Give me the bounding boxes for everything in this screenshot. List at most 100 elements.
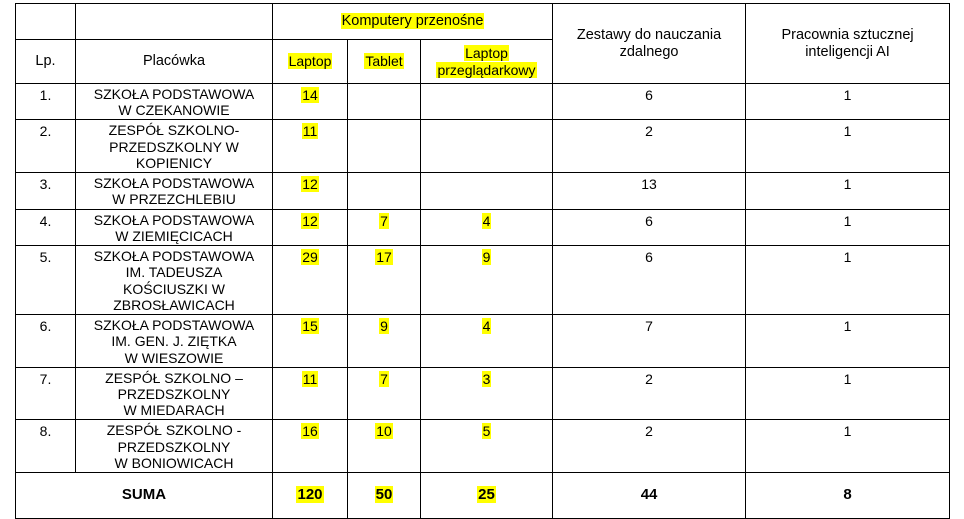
school-name-cell: SZKOŁA PODSTAWOWA W ZIEMIĘCICACH [75, 208, 273, 247]
header-laptop-przegladarkowy-line1-wrap: Laptop [423, 45, 550, 62]
laptop-count-cell-value: 11 [301, 123, 319, 140]
browser-laptop-count-cell: 4 [419, 314, 554, 368]
row-index-cell: 6. [15, 314, 76, 368]
tablet-count-cell: 7 [347, 366, 421, 421]
tablet-count-cell: 17 [347, 245, 421, 316]
laptop-count-cell-value: 14 [301, 87, 319, 103]
row-index-cell: 4. [15, 208, 76, 247]
remote-learning-sets-cell: 2 [552, 119, 747, 174]
table-row: 8. ZESPÓŁ SZKOLNO - PRZEDSZKOLNY W BONIOWIC… [15, 419, 951, 474]
table-row: 3. SZKOŁA PODSTAWOWA W PRZEZCHLEBIU 12 13 1 [15, 172, 951, 210]
tablet-count-cell: 7 [347, 208, 421, 247]
remote-learning-sets-cell: 2 [552, 366, 747, 421]
row-index-cell: 7. [15, 366, 76, 421]
table-row: 7. ZESPÓŁ SZKOLNO – PRZEDSZKOLNY W MIEDARAC… [15, 366, 951, 421]
remote-learning-sets-cell: 6 [552, 208, 747, 247]
header-zestawy-line1: Zestawy do nauczania [576, 26, 722, 43]
browser-laptop-count-cell [419, 172, 554, 210]
laptop-count-cell: 11 [272, 119, 348, 174]
laptop-count-cell-value: 16 [301, 423, 319, 440]
row-index-cell: 5. [15, 245, 76, 316]
header-tablet: Tablet [347, 39, 421, 84]
school-name-cell: SZKOŁA PODSTAWOWA IM. TADEUSZA KOŚCIUSZKI … [75, 245, 273, 316]
equipment-distribution-table: Komputery przenośne Zestawy do nauczania… [15, 3, 951, 519]
header-laptop-przegladarkowy-line1: Laptop [464, 45, 509, 62]
summary-tablet-value: 50 [374, 486, 394, 504]
browser-laptop-count-cell [419, 119, 554, 174]
laptop-count-cell: 29 [272, 245, 348, 316]
table-row: 1. SZKOŁA PODSTAWOWA W CZEKANOWIE 14 6 1 [15, 82, 951, 121]
school-name-line: KOŚCIUSZKI W [123, 280, 225, 297]
row-index-cell: 8. [15, 419, 76, 474]
header-blank-placowka [75, 3, 273, 40]
header-lp: Lp. [15, 39, 76, 84]
remote-learning-sets-cell: 6 [552, 245, 747, 316]
school-name-line: KOPIENICY [135, 154, 213, 171]
header-blank-lp [15, 3, 76, 40]
laptop-count-cell: 14 [272, 82, 348, 121]
table-container: Komputery przenośne Zestawy do nauczania… [15, 3, 951, 519]
browser-laptop-count-cell: 9 [419, 245, 554, 316]
header-tablet-label: Tablet [364, 53, 404, 70]
school-name-cell: ZESPÓŁ SZKOLNO- PRZEDSZKOLNY W KOPIENICY [75, 119, 273, 174]
laptop-count-cell: 12 [272, 172, 348, 210]
summary-row: SUMA 120 50 25 44 8 [15, 472, 951, 519]
browser-laptop-count-cell-value: 4 [481, 212, 492, 229]
ai-lab-cell: 1 [745, 82, 951, 121]
remote-learning-sets-cell: 13 [552, 172, 747, 210]
school-name-line: W WIESZOWIE [124, 349, 224, 366]
summary-zestawy: 44 [552, 472, 747, 519]
header-row-group: Komputery przenośne Zestawy do nauczania… [15, 3, 951, 84]
header-laptop: Laptop [272, 39, 348, 84]
tablet-count-cell: 10 [347, 419, 421, 474]
table-footer: SUMA 120 50 25 44 8 [15, 472, 951, 519]
school-name-line: W ZIEMIĘCICACH [115, 227, 233, 244]
browser-laptop-count-cell-value: 5 [481, 423, 492, 440]
summary-label: SUMA [15, 472, 273, 519]
school-name-line: PRZEDSZKOLNY [117, 438, 231, 455]
school-name-cell: SZKOŁA PODSTAWOWA W CZEKANOWIE [75, 82, 273, 121]
summary-tablet: 50 [347, 472, 421, 519]
tablet-count-cell [347, 82, 421, 121]
header-row-columns: Lp. Placówka Laptop Tablet Laptop przegl… [15, 39, 950, 84]
school-name-line: SZKOŁA PODSTAWOWA [93, 317, 255, 334]
header-laptop-przegladarkowy-line2-wrap: przeglądarkowy [423, 61, 550, 78]
school-name-line: SZKOŁA PODSTAWOWA [93, 248, 255, 265]
laptop-count-cell-value: 12 [301, 212, 319, 229]
table-body: 1. SZKOŁA PODSTAWOWA W CZEKANOWIE 14 6 1 2. ZES… [15, 82, 951, 474]
table-row: 6. SZKOŁA PODSTAWOWA IM. GEN. J. ZIĘTKA W W… [15, 314, 951, 368]
laptop-count-cell: 12 [272, 208, 348, 247]
summary-laptop-przegladarkowy-value: 25 [477, 486, 496, 504]
browser-laptop-count-cell-value: 3 [481, 370, 492, 387]
school-name-line: ZESPÓŁ SZKOLNO – [105, 369, 243, 386]
summary-laptop-przegladarkowy: 25 [419, 472, 554, 519]
tablet-count-cell-value: 10 [375, 423, 393, 440]
header-pracownia-line2: inteligencji AI [805, 43, 890, 60]
ai-lab-cell: 1 [745, 119, 951, 174]
row-index-cell: 1. [15, 82, 76, 121]
school-name-line: SZKOŁA PODSTAWOWA [93, 211, 255, 228]
browser-laptop-count-cell: 4 [419, 208, 554, 247]
ai-lab-cell: 1 [745, 172, 951, 210]
school-name-line: IM. TADEUSZA [125, 264, 223, 281]
ai-lab-cell: 1 [745, 366, 951, 421]
summary-laptop: 120 [272, 472, 348, 519]
row-index-cell: 2. [15, 119, 76, 174]
school-name-line: SZKOŁA PODSTAWOWA [93, 86, 255, 102]
ai-lab-cell: 1 [745, 419, 951, 474]
ai-lab-cell: 1 [745, 245, 951, 316]
school-name-line: W PRZEZCHLEBIU [112, 191, 236, 208]
school-name-cell: ZESPÓŁ SZKOLNO – PRZEDSZKOLNY W MIEDARACH [75, 366, 273, 421]
header-laptop-przegladarkowy-line2: przeglądarkowy [436, 61, 537, 78]
tablet-count-cell-value: 7 [379, 370, 389, 387]
header-placowka: Placówka [75, 39, 273, 84]
school-name-line: ZESPÓŁ SZKOLNO - [106, 422, 242, 439]
table-row: 5. SZKOŁA PODSTAWOWA IM. TADEUSZA KOŚCIUSZK… [15, 245, 951, 316]
school-name-line: W CZEKANOWIE [118, 102, 230, 119]
browser-laptop-count-cell-value: 9 [481, 249, 492, 266]
header-group-komputery-przenosne-label: Komputery przenośne [340, 13, 485, 30]
row-index-cell: 3. [15, 172, 76, 210]
remote-learning-sets-cell: 2 [552, 419, 747, 474]
laptop-count-cell-value: 29 [301, 249, 319, 266]
table-row: 2. ZESPÓŁ SZKOLNO- PRZEDSZKOLNY W KOPIENICY… [15, 119, 951, 174]
